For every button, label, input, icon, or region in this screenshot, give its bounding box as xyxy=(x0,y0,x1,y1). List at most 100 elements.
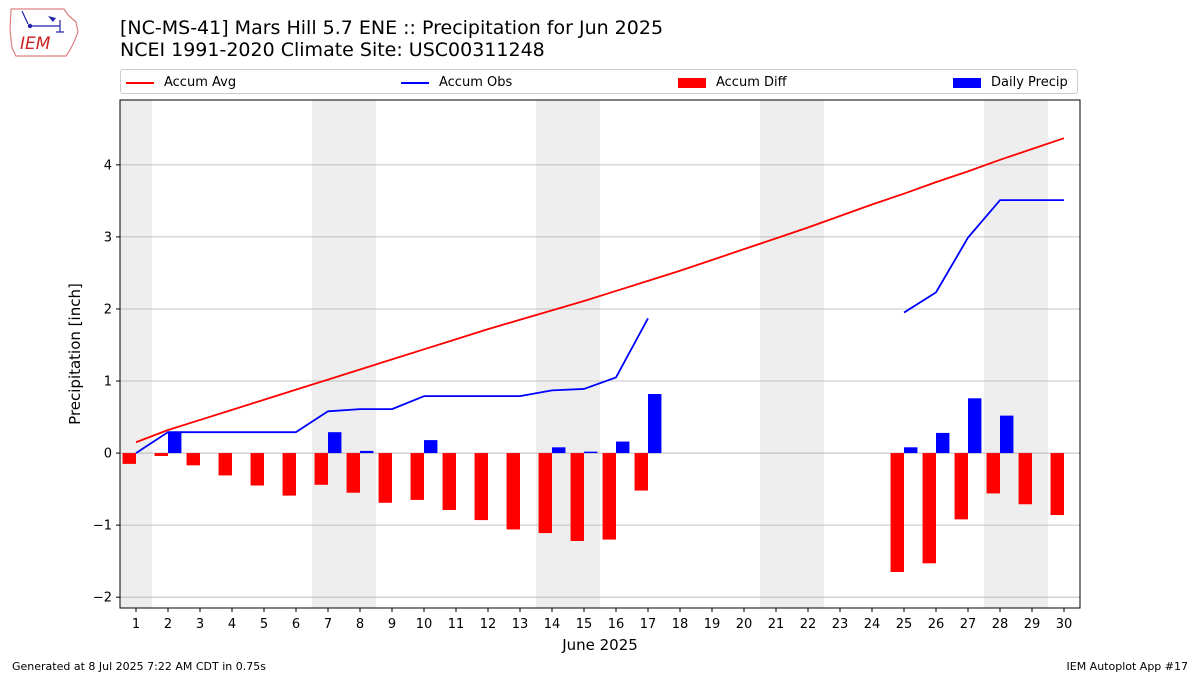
daily-precip-bar xyxy=(360,450,374,454)
legend-swatch-accum-obs xyxy=(401,81,429,84)
accum-diff-bar xyxy=(538,453,552,534)
legend-swatch-accum-avg xyxy=(126,81,154,84)
x-tick-label: 2 xyxy=(164,617,172,632)
x-tick-label: 29 xyxy=(1024,617,1041,632)
x-tick-label: 28 xyxy=(992,617,1009,632)
x-tick-label: 8 xyxy=(356,617,364,632)
x-tick-label: 23 xyxy=(832,617,849,632)
accum-diff-bar xyxy=(186,453,200,466)
x-tick-label: 10 xyxy=(416,617,433,632)
x-tick-label: 19 xyxy=(704,617,721,632)
x-tick-label: 12 xyxy=(480,617,497,632)
accum-diff-bar xyxy=(250,453,264,486)
chart-title: [NC-MS-41] Mars Hill 5.7 ENE :: Precipit… xyxy=(120,17,663,61)
weekend-band xyxy=(760,100,824,608)
series-lines xyxy=(135,137,1065,454)
x-tick-label: 30 xyxy=(1056,617,1073,632)
y-tick-label: 1 xyxy=(104,375,112,390)
accum-diff-bar xyxy=(570,453,584,541)
x-tick-label: 25 xyxy=(896,617,913,632)
x-tick-label: 6 xyxy=(292,617,300,632)
accum-avg-line xyxy=(135,137,1065,444)
accum-diff-bar xyxy=(314,453,328,485)
daily-precip-bar xyxy=(1000,415,1014,454)
y-axis-label: Precipitation [inch] xyxy=(66,283,84,425)
daily-precip-bar xyxy=(552,447,566,454)
daily-precip-bar xyxy=(168,432,182,454)
weekend-band xyxy=(984,100,1048,608)
x-tick-label: 5 xyxy=(260,617,268,632)
accum-diff-bar xyxy=(1050,453,1064,516)
logo-text: IEM xyxy=(20,34,51,54)
accum-diff-bar xyxy=(602,453,616,540)
x-tick-label: 11 xyxy=(448,617,465,632)
x-tick-label: 22 xyxy=(800,617,817,632)
accum-diff-bar xyxy=(506,453,520,530)
x-tick-label: 4 xyxy=(228,617,236,632)
x-tick-label: 18 xyxy=(672,617,689,632)
accum-obs-line xyxy=(903,199,1064,314)
legend: Accum Avg Accum Obs Accum Diff Daily Pre… xyxy=(120,69,1078,94)
daily-precip-bar xyxy=(936,432,950,454)
legend-label-daily-precip: Daily Precip xyxy=(991,75,1068,90)
x-tick-label: 13 xyxy=(512,617,529,632)
y-tick-label: 0 xyxy=(104,447,112,462)
x-tick-label: 9 xyxy=(388,617,396,632)
legend-item-daily-precip: Daily Precip xyxy=(953,74,1068,91)
legend-item-accum-avg: Accum Avg xyxy=(126,74,236,91)
x-axis-ticks: 1 2 3 4 5 6 7 8 9 10 11 12 13 14 15 16 17 18 19 20 21 22 23 24 2… xyxy=(132,608,1072,632)
accum-obs-line xyxy=(135,317,649,454)
x-tick-label: 27 xyxy=(960,617,977,632)
weekend-band xyxy=(312,100,376,608)
x-tick-label: 1 xyxy=(132,617,140,632)
weekend-band xyxy=(120,100,152,608)
daily-precip-bar xyxy=(648,393,662,454)
accum-diff-bar xyxy=(154,453,168,456)
x-tick-label: 20 xyxy=(736,617,753,632)
title-line-1: [NC-MS-41] Mars Hill 5.7 ENE :: Precipit… xyxy=(120,17,664,39)
x-tick-label: 15 xyxy=(576,617,593,632)
iem-logo-graphic: IEM xyxy=(9,8,79,57)
accum-diff-bar xyxy=(922,453,936,564)
title-line-2: NCEI 1991-2020 Climate Site: USC00311248 xyxy=(120,39,545,61)
accum-diff-bar xyxy=(986,453,1000,494)
accum-diff-bar xyxy=(890,453,904,572)
accum-diff-bar xyxy=(1018,453,1032,505)
x-tick-label: 14 xyxy=(544,617,561,632)
legend-item-accum-diff: Accum Diff xyxy=(678,74,787,91)
y-tick-label: −1 xyxy=(93,519,112,534)
accum-diff-bar xyxy=(410,453,424,500)
accum-diff-bar xyxy=(218,453,232,476)
legend-item-accum-obs: Accum Obs xyxy=(401,74,512,91)
iem-logo: IEM xyxy=(8,6,80,58)
accum-diff-bar xyxy=(954,453,968,520)
x-tick-label: 3 xyxy=(196,617,204,632)
accum-diff-bar xyxy=(282,453,296,496)
daily-precip-bar xyxy=(616,441,630,454)
y-tick-label: 2 xyxy=(104,302,112,317)
y-tick-label: 3 xyxy=(104,230,112,245)
y-axis-ticks: −2 −1 0 1 2 3 4 xyxy=(93,158,120,606)
y-tick-label: −2 xyxy=(93,591,112,606)
x-tick-label: 16 xyxy=(608,617,625,632)
daily-precip-bar xyxy=(328,432,342,454)
daily-precip-bar xyxy=(584,451,598,454)
daily-precip-bar xyxy=(968,398,982,454)
x-tick-label: 17 xyxy=(640,617,657,632)
legend-label-accum-diff: Accum Diff xyxy=(716,75,787,90)
x-tick-label: 21 xyxy=(768,617,785,632)
plot-frame xyxy=(119,99,1081,609)
daily-precip-bar xyxy=(424,440,438,454)
grid-lines xyxy=(120,164,1080,598)
legend-label-accum-avg: Accum Avg xyxy=(164,75,237,90)
accum-diff-bar xyxy=(634,453,648,491)
legend-swatch-accum-diff xyxy=(678,77,706,88)
y-tick-label: 4 xyxy=(104,158,112,173)
daily-precip-bar xyxy=(904,447,918,454)
generated-timestamp: Generated at 8 Jul 2025 7:22 AM CDT in 0… xyxy=(12,660,266,673)
x-axis-label: June 2025 xyxy=(561,636,638,654)
accum-diff-bar xyxy=(378,453,392,503)
bars xyxy=(122,393,1064,572)
x-tick-label: 26 xyxy=(928,617,945,632)
